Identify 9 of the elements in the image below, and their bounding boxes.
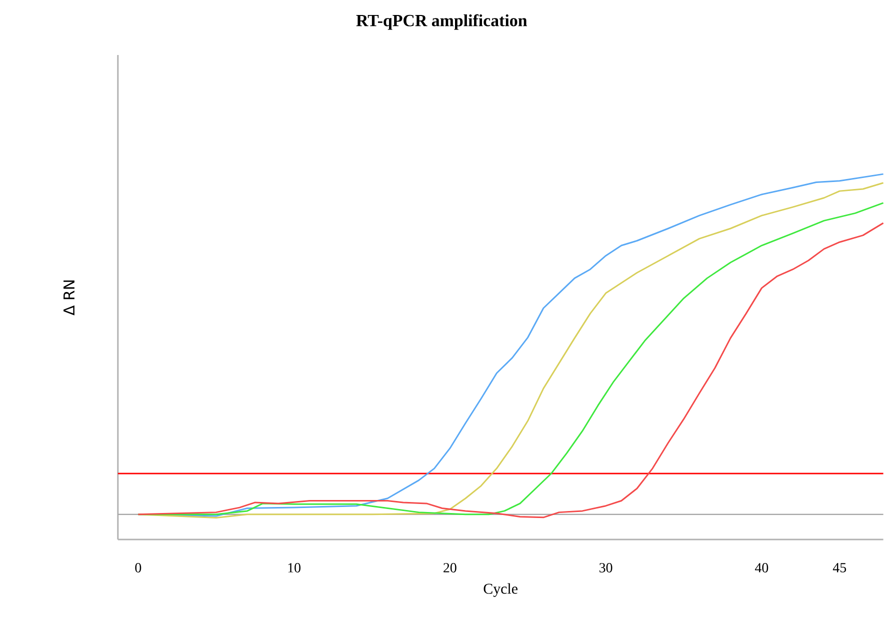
x-tick-label: 20 [444, 562, 456, 572]
chart-title: RT-qPCR amplification [356, 14, 528, 30]
x-tick-label: 45 [832, 562, 846, 572]
x-tick-label: 30 [600, 562, 612, 572]
x-axis-title: Cycle [484, 583, 518, 597]
y-axis-title: Δ RN [64, 280, 74, 316]
x-tick-label: 0 [135, 562, 142, 572]
x-tick-label: 40 [754, 562, 768, 572]
x-tick-label: 10 [288, 562, 300, 572]
